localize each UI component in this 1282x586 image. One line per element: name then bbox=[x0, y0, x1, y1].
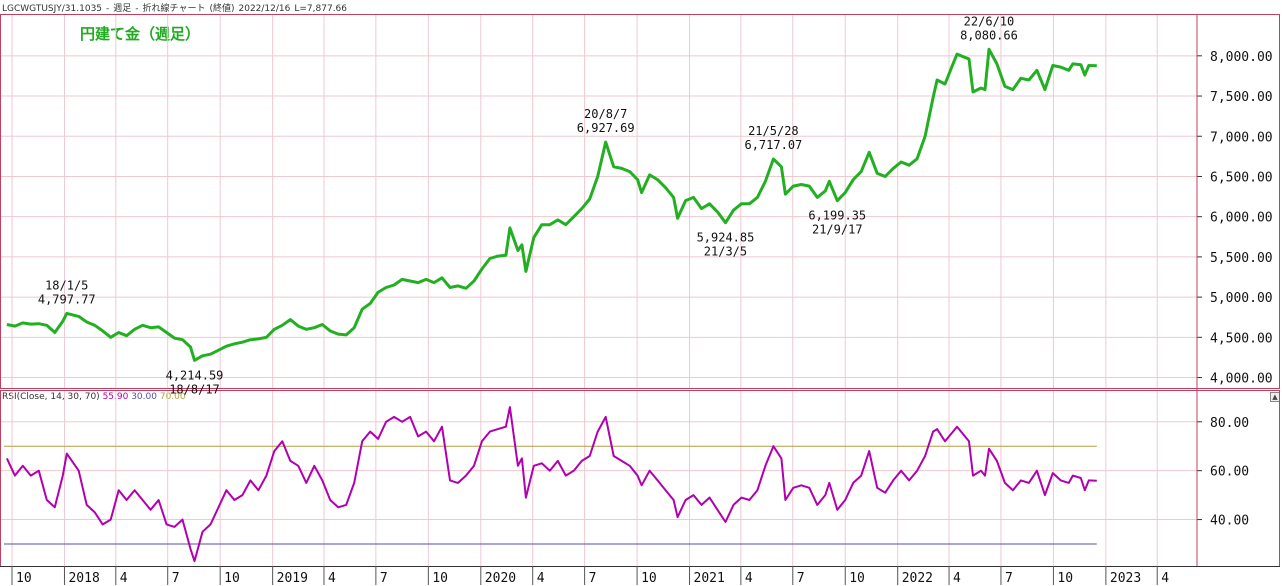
annotation-date: 21/9/17 bbox=[812, 223, 863, 237]
price-y-tick-label: 6,500.00 bbox=[1210, 170, 1273, 185]
price-y-tick-label: 7,500.00 bbox=[1210, 90, 1273, 105]
rsi-label: RSI(Close, 14, 30, 70) bbox=[2, 392, 100, 402]
chart-header: LGCWGTUSJY/31.1035- 週足 - 折れ線チャート (終値) 2022/12… bbox=[2, 1, 351, 14]
x-tick-label: 4 bbox=[745, 571, 753, 586]
annotation-date: 18/1/5 bbox=[45, 278, 88, 292]
rsi-pane-frame bbox=[0, 390, 1280, 567]
chart-title: 円建て金（週足） bbox=[80, 25, 201, 43]
symbol-label: LGCWGTUSJY/31.1035 bbox=[2, 4, 103, 14]
price-y-tick-label: 7,000.00 bbox=[1210, 130, 1273, 145]
price-y-tick-label: 4,500.00 bbox=[1210, 331, 1273, 346]
annotation-date: 21/5/28 bbox=[748, 124, 799, 138]
mode-label: (終値) bbox=[209, 4, 235, 14]
annotation-value: 4,214.59 bbox=[166, 368, 224, 382]
x-tick-label: 10 bbox=[224, 571, 240, 586]
x-tick-label: 10 bbox=[432, 571, 448, 586]
annotation-date: 20/8/7 bbox=[584, 107, 627, 121]
annotation-date: 21/3/5 bbox=[704, 245, 747, 259]
annotation-date: 18/8/17 bbox=[169, 382, 220, 396]
x-tick-label: 4 bbox=[537, 571, 545, 586]
annotation-value: 6,199.35 bbox=[808, 209, 866, 223]
x-tick-label: 7 bbox=[380, 571, 388, 586]
header-separator: - bbox=[135, 4, 139, 14]
price-y-tick-label: 4,000.00 bbox=[1210, 372, 1273, 387]
rsi-lower-band-value: 30.00 bbox=[131, 392, 157, 402]
x-tick-label: 4 bbox=[328, 571, 336, 586]
period-label: 週足 bbox=[113, 4, 132, 14]
x-tick-label: 4 bbox=[953, 571, 961, 586]
annotation-value: 8,080.66 bbox=[960, 28, 1018, 42]
x-tick-label: 2021 bbox=[694, 571, 725, 586]
price-y-tick-label: 5,500.00 bbox=[1210, 251, 1273, 266]
x-tick-label: 2022 bbox=[902, 571, 933, 586]
x-tick-label: 10 bbox=[16, 571, 32, 586]
x-tick-label: 2020 bbox=[485, 571, 516, 586]
x-tick-label: 7 bbox=[797, 571, 805, 586]
last-value-label: L=7,877.66 bbox=[294, 4, 348, 14]
annotation-value: 6,717.07 bbox=[744, 138, 802, 152]
x-tick-label: 2018 bbox=[68, 571, 99, 586]
rsi-y-tick-label: 40.00 bbox=[1210, 514, 1249, 529]
annotation-value: 4,797.77 bbox=[38, 292, 96, 306]
price-pane-frame bbox=[0, 14, 1280, 389]
rsi-y-tick-label: 80.00 bbox=[1210, 416, 1249, 431]
x-tick-label: 10 bbox=[1057, 571, 1073, 586]
price-series-line bbox=[6, 47, 1097, 362]
x-tick-label: 7 bbox=[1005, 571, 1013, 586]
rsi-series-line bbox=[5, 406, 1097, 563]
date-label: 2022/12/16 bbox=[238, 4, 291, 14]
x-tick-label: 4 bbox=[1161, 571, 1169, 586]
x-tick-label: 2019 bbox=[277, 571, 308, 586]
x-tick-label: 7 bbox=[172, 571, 180, 586]
x-tick-label: 10 bbox=[641, 571, 657, 586]
price-y-tick-label: 8,000.00 bbox=[1210, 50, 1273, 65]
x-tick-label: 7 bbox=[589, 571, 597, 586]
price-y-tick-label: 5,000.00 bbox=[1210, 291, 1273, 306]
annotation-date: 22/6/10 bbox=[964, 14, 1015, 28]
chart-kind-label: 折れ線チャート bbox=[142, 4, 206, 14]
price-y-tick-label: 6,000.00 bbox=[1210, 211, 1273, 226]
rsi-upper-band-value: 70.00 bbox=[159, 392, 186, 402]
rsi-y-tick-label: 60.00 bbox=[1210, 465, 1249, 480]
x-tick-label: 2023 bbox=[1110, 571, 1141, 586]
annotation-value: 6,927.69 bbox=[577, 121, 635, 135]
annotation-value: 5,924.85 bbox=[697, 231, 755, 245]
x-tick-label: 4 bbox=[120, 571, 128, 586]
x-tick-label: 10 bbox=[849, 571, 865, 586]
header-separator: - bbox=[106, 4, 110, 14]
